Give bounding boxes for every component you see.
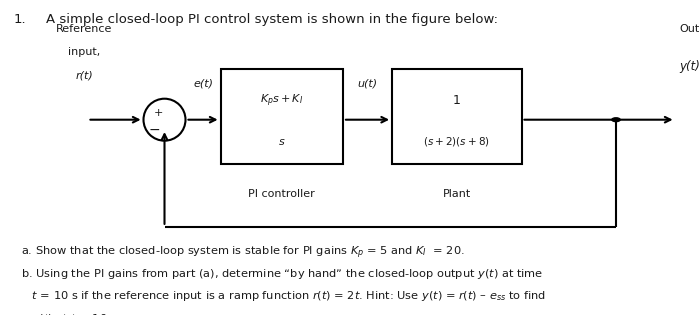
Text: e(t): e(t) bbox=[193, 78, 213, 88]
Text: r(t): r(t) bbox=[75, 71, 93, 81]
Text: $y(t)$ at $t$ = 10 s.: $y(t)$ at $t$ = 10 s. bbox=[21, 312, 120, 315]
Text: Plant: Plant bbox=[442, 189, 471, 199]
Text: b. Using the PI gains from part (a), determine “by hand” the closed-loop output : b. Using the PI gains from part (a), det… bbox=[21, 267, 543, 281]
Text: −: − bbox=[148, 123, 160, 137]
Text: Reference: Reference bbox=[56, 24, 112, 34]
Circle shape bbox=[612, 118, 620, 122]
Text: $t$ = 10 s if the reference input is a ramp function $r(t)$ = 2$t$. Hint: Use $y: $t$ = 10 s if the reference input is a r… bbox=[21, 289, 546, 303]
Text: $(s+2)(s+8)$: $(s+2)(s+8)$ bbox=[424, 135, 490, 148]
Text: u(t): u(t) bbox=[358, 78, 377, 88]
Text: $s$: $s$ bbox=[278, 137, 286, 147]
Text: a. Show that the closed-loop system is stable for PI gains $K_p$ = 5 and $K_I$  : a. Show that the closed-loop system is s… bbox=[21, 244, 465, 261]
Text: input,: input, bbox=[68, 47, 100, 57]
Bar bbox=[392, 69, 522, 164]
Text: $K_ps + K_I$: $K_ps + K_I$ bbox=[260, 93, 303, 109]
Text: +: + bbox=[153, 108, 163, 117]
Text: y(t): y(t) bbox=[679, 60, 700, 73]
Text: 1.: 1. bbox=[14, 13, 27, 26]
Text: A simple closed-loop PI control system is shown in the figure below:: A simple closed-loop PI control system i… bbox=[46, 13, 498, 26]
Text: Output,: Output, bbox=[679, 24, 700, 34]
Text: PI controller: PI controller bbox=[248, 189, 315, 199]
Bar bbox=[220, 69, 343, 164]
Text: $1$: $1$ bbox=[452, 94, 461, 107]
